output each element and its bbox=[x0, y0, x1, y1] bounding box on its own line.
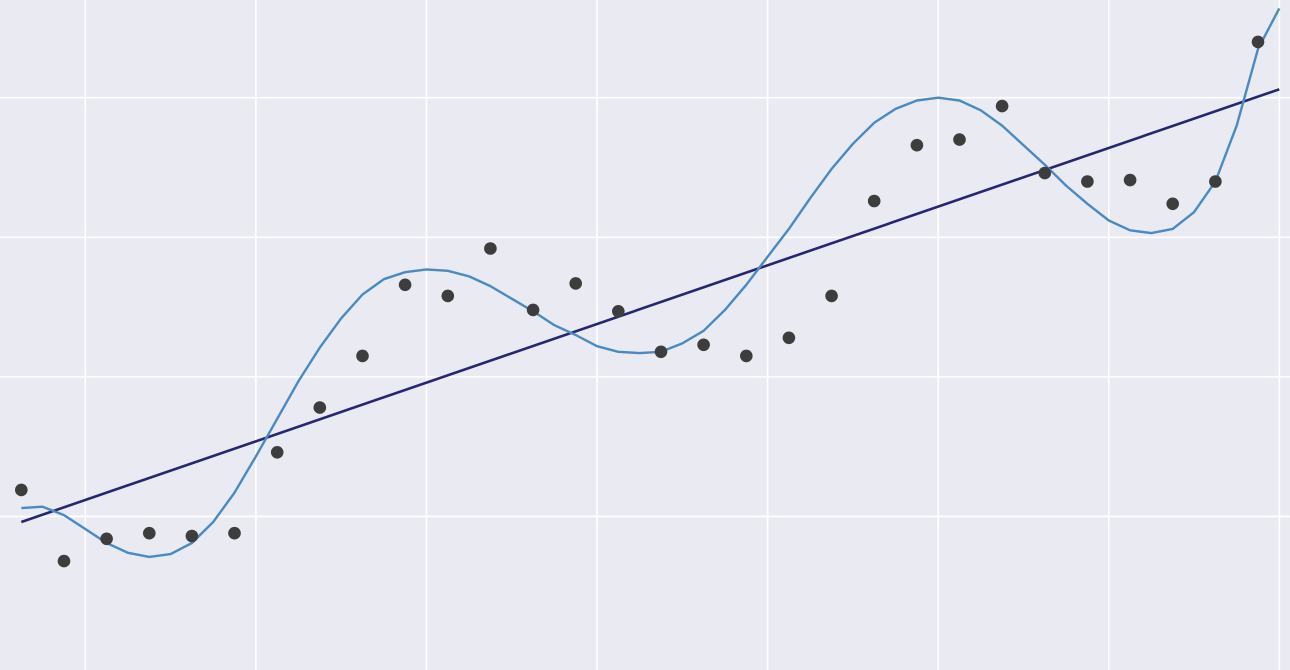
data-point-14 bbox=[612, 305, 625, 318]
data-points bbox=[14, 35, 1265, 568]
data-point-25 bbox=[1081, 175, 1094, 188]
data-point-11 bbox=[484, 242, 497, 255]
data-point-6 bbox=[270, 446, 284, 459]
data-point-18 bbox=[782, 331, 796, 345]
data-point-23 bbox=[995, 99, 1009, 113]
data-point-15 bbox=[654, 345, 668, 359]
data-point-3 bbox=[143, 526, 156, 540]
data-point-24 bbox=[1038, 166, 1052, 180]
data-point-10 bbox=[441, 289, 455, 303]
data-point-1 bbox=[57, 554, 71, 568]
data-point-5 bbox=[228, 526, 241, 540]
data-point-8 bbox=[356, 349, 369, 363]
data-point-26 bbox=[1123, 173, 1137, 187]
data-point-27 bbox=[1166, 197, 1179, 211]
data-point-4 bbox=[185, 529, 199, 543]
data-point-13 bbox=[569, 277, 582, 290]
data-point-16 bbox=[697, 338, 710, 352]
data-point-12 bbox=[526, 303, 540, 317]
data-point-17 bbox=[740, 349, 753, 363]
data-point-2 bbox=[100, 532, 113, 546]
data-point-28 bbox=[1209, 175, 1222, 188]
fit-lines bbox=[20, 7, 1281, 559]
data-point-22 bbox=[953, 133, 966, 146]
polynomial-fit-curve bbox=[21, 7, 1281, 559]
data-point-0 bbox=[14, 483, 28, 497]
data-point-21 bbox=[910, 138, 924, 152]
data-point-29 bbox=[1251, 35, 1265, 49]
linear-fit-line bbox=[20, 88, 1280, 524]
data-point-19 bbox=[825, 289, 838, 303]
data-point-20 bbox=[867, 194, 881, 208]
data-point-7 bbox=[313, 401, 327, 414]
data-point-9 bbox=[398, 278, 412, 292]
